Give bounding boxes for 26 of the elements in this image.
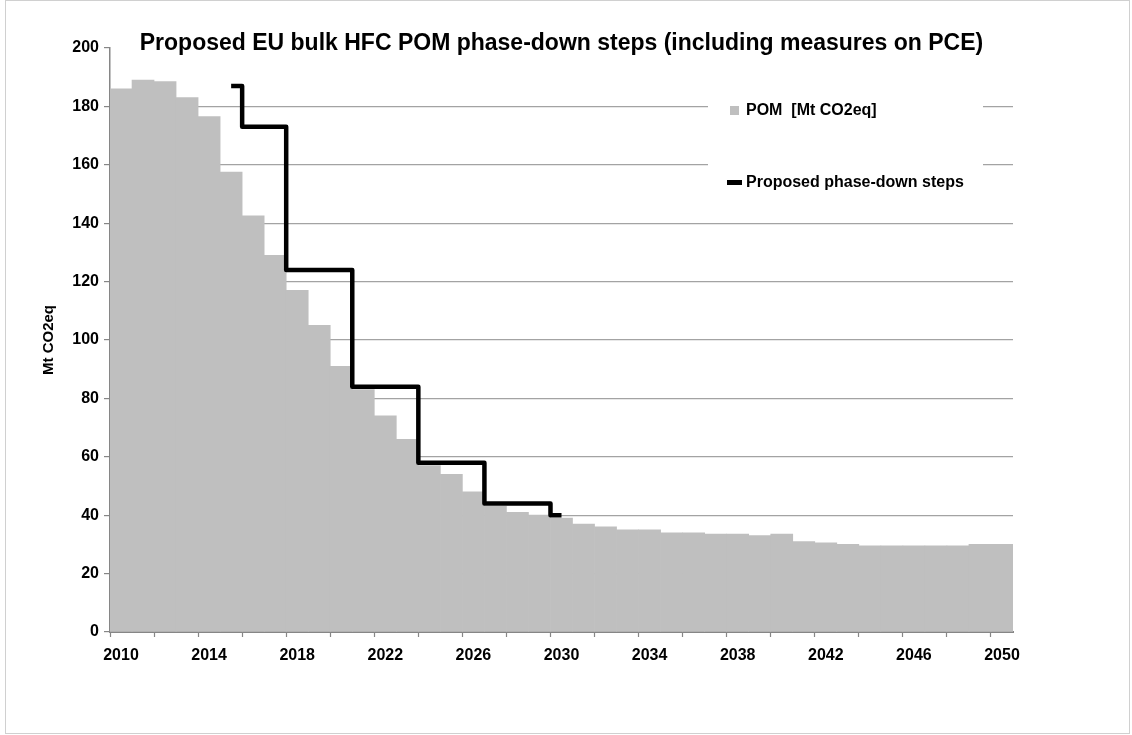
x-tick-label: 2022 <box>367 646 404 664</box>
x-tick-label: 2042 <box>808 646 844 664</box>
y-tick-label: 80 <box>81 388 100 406</box>
x-tick-label: 2038 <box>719 646 756 664</box>
x-tick-label: 2046 <box>896 646 932 664</box>
x-tick-label: 2034 <box>631 646 668 664</box>
y-tick-label: 120 <box>72 272 100 290</box>
legend-label: POM [Mt CO2eq] <box>746 101 877 119</box>
y-tick-label: 0 <box>90 622 100 640</box>
chart-title: Proposed EU bulk HFC POM phase-down steps (including measures on PCE) <box>138 29 985 55</box>
y-tick-label: 160 <box>72 155 100 173</box>
y-tick-label: 60 <box>81 447 100 465</box>
y-axis-title: Mt CO2eq <box>38 304 56 376</box>
y-tick-label: 100 <box>72 330 100 348</box>
y-tick-label: 40 <box>81 505 100 523</box>
x-tick-label: 2014 <box>191 646 228 664</box>
y-tick-label: 140 <box>72 213 100 231</box>
y-tick-label: 180 <box>72 96 100 114</box>
legend-label: Proposed phase-down steps <box>746 173 964 191</box>
y-tick-label: 20 <box>81 564 100 582</box>
y-tick-label: 200 <box>72 38 100 56</box>
x-tick-label: 2018 <box>279 646 316 664</box>
x-tick-label: 2026 <box>455 646 492 664</box>
x-tick-label: 2030 <box>543 646 580 664</box>
x-tick-label: 2050 <box>984 646 1020 664</box>
x-tick-label: 2010 <box>103 646 139 664</box>
